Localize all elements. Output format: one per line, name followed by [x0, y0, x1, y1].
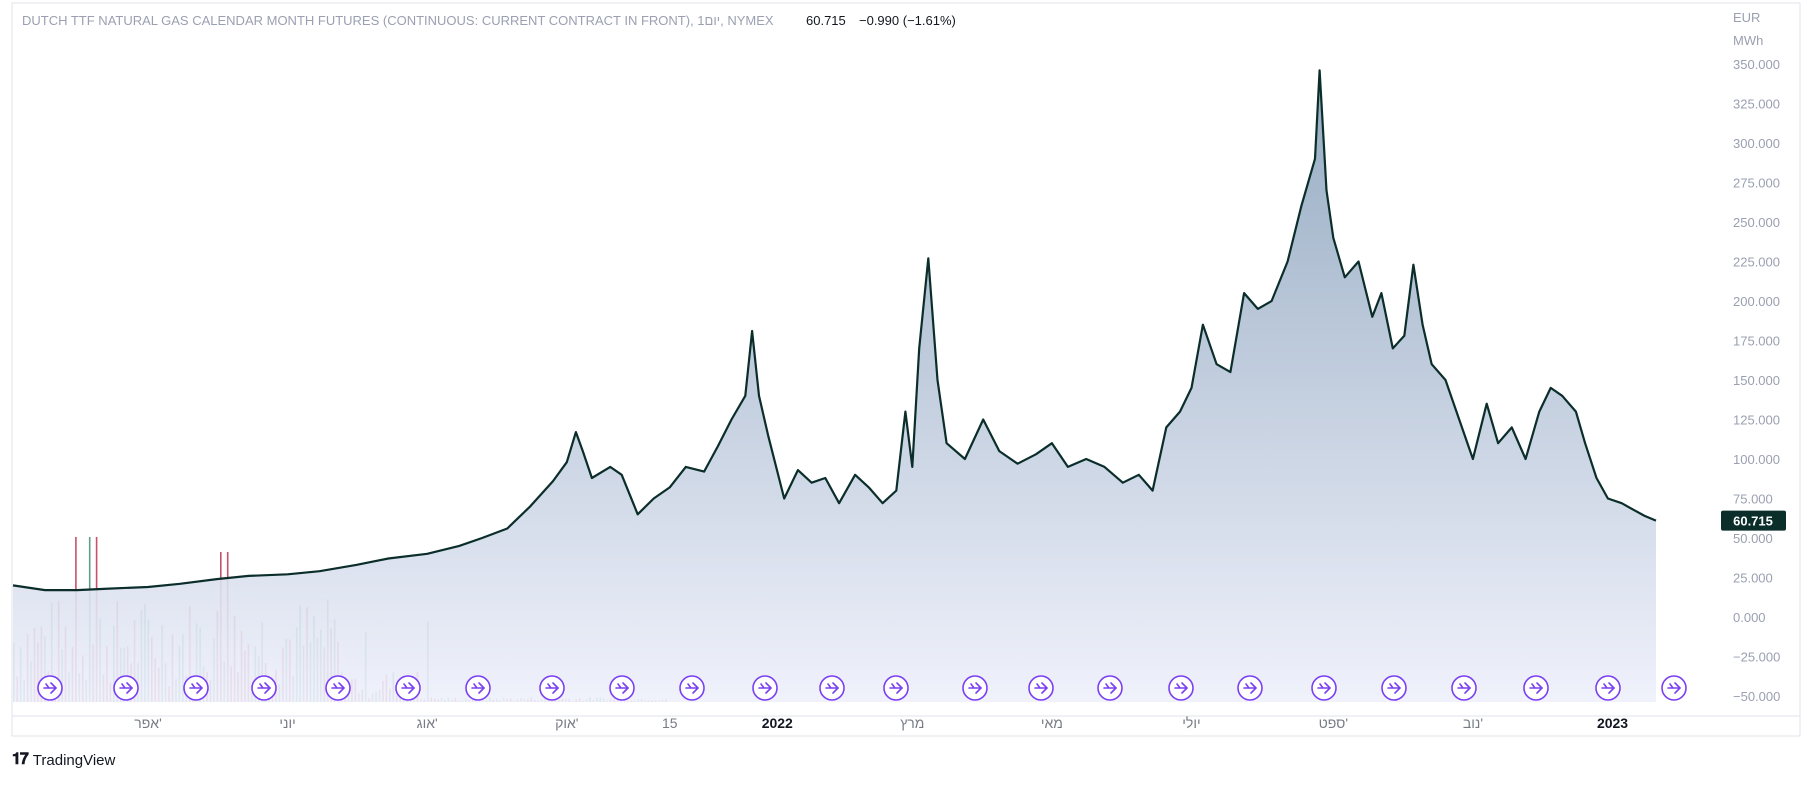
y-tick-label: −25.000: [1733, 650, 1780, 665]
y-tick-label: 25.000: [1733, 571, 1773, 586]
y-tick-label: 50.000: [1733, 531, 1773, 546]
unit-label: MWh: [1733, 33, 1763, 48]
dividend-arrow-icon[interactable]: [1595, 675, 1621, 701]
x-tick-label: אוק': [555, 715, 578, 731]
dividend-arrow-icon[interactable]: [609, 675, 635, 701]
price-badge: [1721, 510, 1786, 531]
x-tick-label: 15: [662, 715, 678, 731]
currency-label: EUR: [1733, 10, 1760, 25]
y-tick-label: 0.000: [1733, 610, 1766, 625]
y-tick-label: 250.000: [1733, 215, 1780, 230]
y-tick-label: 200.000: [1733, 294, 1780, 309]
x-tick-label: נוב': [1463, 715, 1483, 731]
dividend-arrow-icon[interactable]: [1451, 675, 1477, 701]
y-tick-label: 300.000: [1733, 136, 1780, 151]
y-tick-label: 75.000: [1733, 492, 1773, 507]
y-tick-label: −50.000: [1733, 689, 1780, 704]
y-tick-label: 225.000: [1733, 255, 1780, 270]
dividend-markers[interactable]: [37, 675, 1687, 701]
dividend-arrow-icon[interactable]: [1523, 675, 1549, 701]
dividend-arrow-icon[interactable]: [752, 675, 778, 701]
price-line[interactable]: [12, 69, 1657, 592]
last-price: 60.715: [806, 13, 846, 28]
price-change: −0.990 (−1.61%): [859, 13, 956, 28]
dividend-arrow-icon[interactable]: [962, 675, 988, 701]
y-tick-label: 125.000: [1733, 413, 1780, 428]
tradingview-logo-icon: 𝟏𝟕: [12, 751, 29, 768]
x-tick-label: אפר': [134, 715, 162, 731]
dividend-arrow-icon[interactable]: [1097, 675, 1123, 701]
dividend-arrow-icon[interactable]: [465, 675, 491, 701]
brand-label: TradingView: [32, 751, 116, 769]
chart-frame: [11, 2, 1801, 737]
dividend-arrow-icon[interactable]: [113, 675, 139, 701]
x-tick-label: אוג': [417, 715, 438, 731]
y-tick-label: 275.000: [1733, 176, 1780, 191]
dividend-arrow-icon[interactable]: [679, 675, 705, 701]
dividend-arrow-icon[interactable]: [539, 675, 565, 701]
x-tick-label: ספט': [1319, 715, 1348, 731]
y-tick-label: 175.000: [1733, 334, 1780, 349]
dividend-arrow-icon[interactable]: [37, 675, 63, 701]
dividend-arrow-icon[interactable]: [183, 675, 209, 701]
x-tick-label: יולי: [1182, 715, 1200, 731]
price-badge-label: 60.715: [1733, 514, 1773, 529]
dividend-arrow-icon[interactable]: [395, 675, 421, 701]
price-area: [13, 70, 1656, 703]
dividend-arrow-icon[interactable]: [819, 675, 845, 701]
y-tick-label: 325.000: [1733, 97, 1780, 112]
dividend-arrow-icon[interactable]: [1381, 675, 1407, 701]
dividend-arrow-icon[interactable]: [883, 675, 909, 701]
dividend-arrow-icon[interactable]: [325, 675, 351, 701]
y-tick-label: 100.000: [1733, 452, 1780, 467]
x-tick-label: 2023: [1597, 715, 1628, 731]
dividend-arrow-icon[interactable]: [251, 675, 277, 701]
x-tick-label: מרץ: [900, 715, 924, 731]
dividend-arrow-icon[interactable]: [1311, 675, 1337, 701]
dividend-arrow-icon[interactable]: [1168, 675, 1194, 701]
dividend-arrow-icon[interactable]: [1661, 675, 1687, 701]
x-tick-label: מאי: [1041, 715, 1063, 731]
dividend-arrow-icon[interactable]: [1028, 675, 1054, 701]
symbol-title: DUTCH TTF NATURAL GAS CALENDAR MONTH FUT…: [22, 13, 774, 28]
y-tick-label: 150.000: [1733, 373, 1780, 388]
tradingview-brand[interactable]: 𝟏𝟕 TradingView: [12, 750, 115, 770]
x-tick-label: 2022: [762, 715, 793, 731]
dividend-arrow-icon[interactable]: [1237, 675, 1263, 701]
y-tick-label: 350.000: [1733, 57, 1780, 72]
x-tick-label: יוני: [279, 715, 295, 731]
